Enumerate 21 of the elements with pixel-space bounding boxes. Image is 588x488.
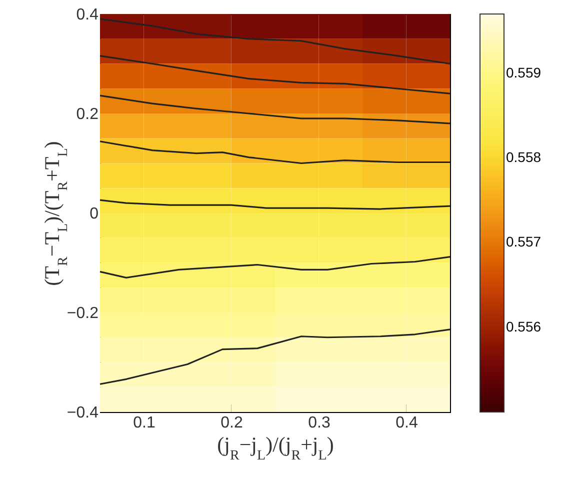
y-tick-label: 0.2 [76,106,99,123]
color-bar-label: 0.559 [506,64,542,80]
color-bar-label: 0.558 [506,148,542,165]
y-tick-label: −0.2 [66,305,99,322]
x-tick-label: 0.4 [396,414,418,432]
line-series [99,94,451,124]
line-series [99,18,451,65]
line-series [99,54,451,94]
line-series [99,328,451,385]
y-tick-label: 0 [90,206,99,222]
text: (j$_{R}$−j$_{L}$)/(j$_{R}$+j$_{L}$) [217,432,334,463]
x-tick-label: 0.2 [220,414,243,432]
x-tick-label: 0.3 [308,414,330,432]
color-bar-label: 0.557 [506,234,542,250]
line-series [99,256,451,278]
line-series [99,199,451,210]
x-tick-label: 0.1 [133,414,156,432]
y-tick-label: −0.4 [66,404,99,422]
line-series [99,140,451,164]
color-bar-label: 0.556 [506,318,542,334]
y-tick-label: 0.4 [76,6,99,24]
